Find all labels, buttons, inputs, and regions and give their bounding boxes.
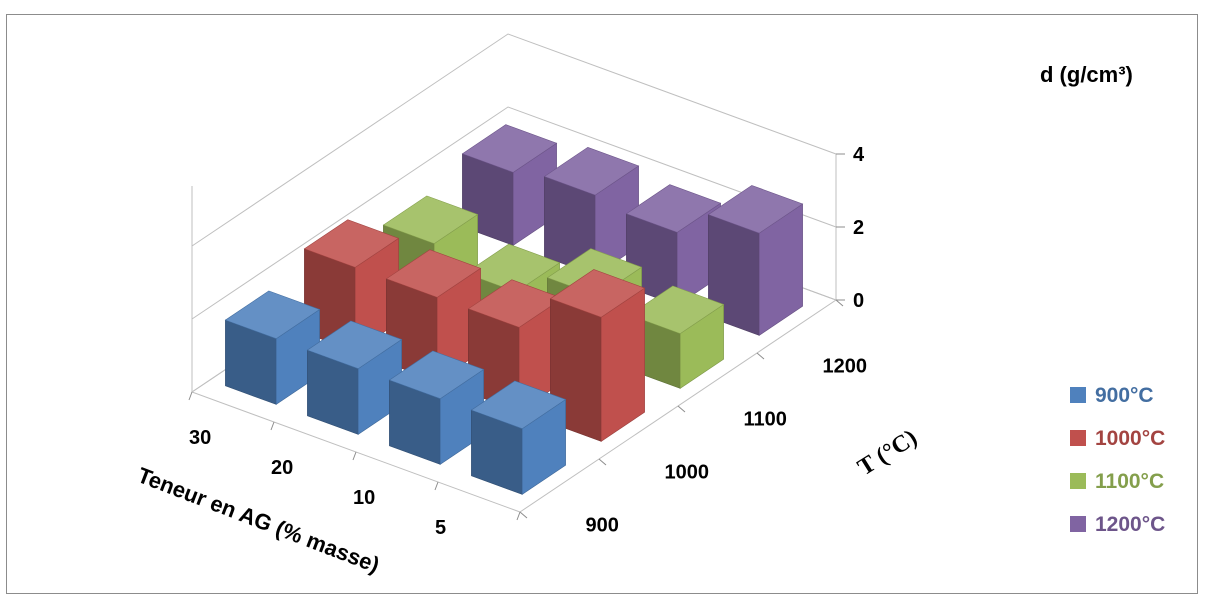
- bar-top-face: [467, 279, 564, 328]
- legend-swatch: [1070, 473, 1086, 489]
- bar-top-face: [224, 290, 321, 340]
- y-tick: [598, 458, 607, 466]
- legend: 900°C 1000°C 1100°C 1200°C: [1070, 384, 1165, 536]
- chart-frame: [6, 14, 1198, 594]
- gridline: [191, 33, 837, 247]
- legend-swatch: [1070, 430, 1086, 446]
- legend-label: 1000°C: [1095, 427, 1165, 450]
- y-tick-label: 1000: [665, 462, 710, 484]
- bar-top-face: [549, 269, 646, 318]
- x-tick-label: 10: [353, 487, 375, 509]
- legend-label: 1100°C: [1095, 470, 1164, 493]
- axis-labels: 0 2 4 5 10 20 30 900 1000 1100 1200: [189, 144, 867, 539]
- y-axis-title: T (°C): [853, 425, 921, 481]
- y-tick-label: 1200: [823, 356, 868, 378]
- legend-swatch: [1070, 387, 1086, 403]
- bar: [549, 269, 646, 442]
- bar: [470, 380, 567, 495]
- bar-top-face: [461, 124, 558, 173]
- bar: [224, 290, 321, 405]
- x-tick-label: 20: [271, 457, 293, 479]
- bar-top-face: [470, 380, 567, 430]
- x-tick: [352, 451, 357, 461]
- bar-top-face: [388, 350, 485, 400]
- bar-top-face: [382, 195, 479, 244]
- legend-label: 900°C: [1095, 384, 1154, 407]
- x-tick: [270, 421, 275, 431]
- z-tick-label: 2: [853, 217, 864, 239]
- z-tick-label: 0: [853, 290, 864, 312]
- x-tick: [434, 481, 439, 491]
- y-tick: [677, 405, 686, 413]
- x-axis-title: Teneur en AG (% masse): [134, 462, 383, 577]
- bar-top-face: [385, 249, 482, 298]
- bar-top-face: [628, 285, 725, 334]
- x-tick: [188, 391, 193, 401]
- bar: [303, 219, 400, 352]
- bar-top-face: [303, 219, 400, 268]
- legend-swatch: [1070, 516, 1086, 532]
- bar-top-face: [464, 243, 561, 293]
- x-tick-label: 30: [189, 427, 211, 449]
- x-tick: [516, 511, 521, 521]
- bar-top-face: [707, 185, 804, 234]
- bar-top-face: [543, 146, 640, 196]
- z-axis-title: d (g/cm³): [1040, 62, 1133, 87]
- y-tick-label: 900: [586, 515, 619, 537]
- y-tick: [835, 299, 844, 307]
- y-tick-label: 1100: [744, 409, 787, 431]
- bar-top-face: [625, 184, 722, 233]
- z-tick-label: 4: [853, 144, 865, 166]
- gridline: [191, 106, 837, 320]
- y-tick: [756, 352, 765, 360]
- x-tick-label: 5: [435, 517, 446, 539]
- bar: [543, 146, 640, 276]
- bar-top-face: [306, 320, 403, 370]
- bar-group: [224, 124, 804, 495]
- legend-label: 1200°C: [1095, 513, 1165, 536]
- y-tick: [519, 511, 528, 519]
